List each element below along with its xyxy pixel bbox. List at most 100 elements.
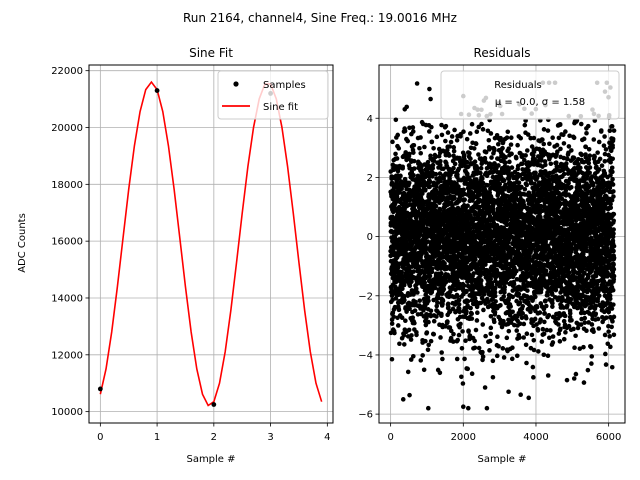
residual-point [439, 271, 444, 276]
residual-point [518, 392, 523, 398]
residual-point [463, 338, 468, 344]
residual-point [521, 321, 527, 327]
residual-point [469, 121, 475, 127]
residual-point [439, 122, 444, 128]
residuals-xlabel: Sample # [477, 454, 526, 465]
residual-point [406, 180, 412, 186]
residual-point [434, 184, 439, 189]
residual-point [443, 138, 448, 144]
residual-point [531, 375, 536, 380]
residual-point [467, 131, 473, 136]
residual-point [514, 353, 520, 359]
residual-point [501, 294, 507, 299]
residual-point [400, 164, 406, 170]
residual-point [557, 339, 563, 344]
residual-point [487, 338, 493, 344]
residual-point [473, 141, 479, 147]
residual-point [503, 154, 508, 160]
residual-point [531, 338, 537, 343]
residual-point [503, 160, 508, 166]
residual-point [427, 273, 433, 279]
residual-point [541, 352, 547, 358]
residual-point [540, 137, 545, 142]
residual-point [393, 151, 398, 157]
residual-point [410, 125, 416, 130]
residual-point [441, 175, 446, 181]
x-tick-label: 2 [211, 432, 217, 443]
residual-point [422, 280, 428, 286]
residual-point [439, 132, 445, 138]
residual-point [434, 134, 440, 140]
residual-point [509, 151, 514, 157]
residual-point [563, 129, 568, 134]
residual-point [492, 293, 498, 299]
residual-point [485, 128, 491, 134]
residual-point [465, 366, 471, 372]
residual-point [409, 333, 414, 338]
residual-point [418, 150, 424, 156]
legend-samples-label: Samples [263, 80, 306, 91]
residual-point [481, 307, 486, 313]
residual-point [507, 159, 512, 165]
residual-point [411, 173, 416, 178]
residual-point [447, 176, 452, 181]
residual-point [468, 156, 473, 162]
residual-point [529, 332, 535, 338]
sine-fit-legend: Samples Sine fit [217, 70, 329, 120]
residual-point [462, 197, 467, 202]
residual-point [410, 129, 416, 134]
residual-point [504, 135, 510, 140]
residual-point [451, 165, 456, 171]
residual-point [533, 170, 538, 176]
residual-point [450, 306, 456, 312]
residual-point [395, 323, 401, 328]
sine-fit-title: Sine Fit [189, 46, 233, 60]
residual-point [495, 334, 500, 339]
residual-point [508, 304, 513, 309]
residual-point [469, 297, 475, 303]
x-tick-label: 4000 [523, 432, 548, 443]
x-tick-label: 0 [387, 432, 393, 443]
residual-point [448, 328, 454, 334]
y-tick-label: 22000 [51, 66, 83, 77]
residual-point [504, 335, 510, 341]
residual-point [492, 310, 498, 315]
residual-point [418, 358, 424, 363]
residual-point [491, 319, 497, 325]
residual-point [488, 325, 494, 331]
residual-point [494, 353, 500, 359]
residual-point [438, 178, 443, 184]
residual-point [425, 167, 430, 172]
residual-point [394, 156, 400, 161]
residual-point [407, 151, 412, 157]
residual-point [500, 145, 505, 151]
residual-point [464, 309, 469, 314]
residual-point [424, 330, 430, 335]
residual-point [562, 313, 568, 319]
residual-point [411, 354, 416, 359]
residual-point [389, 321, 395, 326]
residual-point [496, 163, 501, 168]
residual-point [402, 128, 408, 134]
residual-point [399, 269, 404, 275]
residual-point [397, 341, 402, 347]
residual-point [466, 328, 471, 334]
residual-point [498, 302, 503, 308]
residual-point [473, 299, 479, 304]
residual-point [468, 279, 474, 284]
residual-point [490, 358, 496, 364]
residual-point [392, 330, 397, 336]
residual-point [397, 190, 403, 195]
residual-point [556, 322, 561, 327]
residual-point [404, 309, 409, 314]
residual-point [462, 356, 467, 362]
residual-point [523, 315, 529, 321]
residual-point [561, 336, 567, 342]
residual-point [495, 141, 501, 147]
residual-point [522, 122, 528, 128]
residual-point [473, 257, 478, 262]
residual-point [407, 125, 412, 131]
residual-point [399, 315, 405, 321]
residual-point [543, 162, 548, 168]
residual-point [428, 308, 434, 314]
